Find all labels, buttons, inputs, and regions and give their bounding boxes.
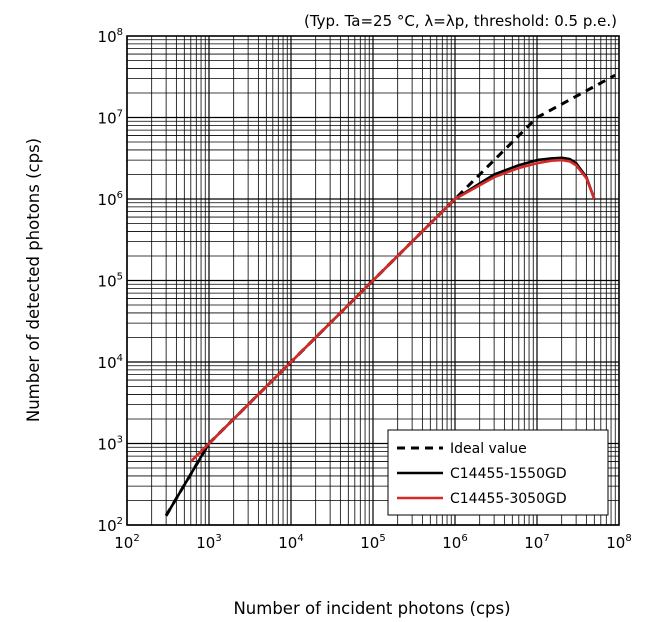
legend-label: C14455-3050GD bbox=[450, 491, 567, 507]
tick-labels: 102 103 104 105 106 107 1081021031041051061071… bbox=[98, 27, 632, 552]
y-tick-label: 104 bbox=[98, 353, 123, 372]
y-tick-label: 102 bbox=[98, 516, 123, 535]
x-tick-label: 102 bbox=[114, 533, 139, 552]
x-tick-label: 108 bbox=[606, 533, 631, 552]
tick-exponent: 7 bbox=[543, 533, 549, 544]
x-tick-label: 106 bbox=[442, 533, 467, 552]
x-tick-label: 103 bbox=[196, 533, 221, 552]
tick-base: 10 bbox=[196, 534, 215, 552]
legend-label: C14455-1550GD bbox=[450, 466, 567, 482]
y-tick-label: 105 bbox=[98, 272, 123, 291]
chart-note: (Typ. Ta=25 °C, λ=λp, threshold: 0.5 p.e… bbox=[304, 12, 617, 30]
tick-base: 10 bbox=[442, 534, 461, 552]
tick-exponent: 8 bbox=[625, 533, 631, 544]
y-tick-label: 107 bbox=[98, 109, 123, 128]
y-tick-label: 103 bbox=[98, 435, 123, 454]
x-axis-label: Number of incident photons (cps) bbox=[233, 599, 510, 618]
y-axis-label: Number of detected photons (cps) bbox=[24, 138, 43, 422]
tick-base: 10 bbox=[606, 534, 625, 552]
y-tick-label: 106 bbox=[98, 190, 123, 209]
tick-base: 10 bbox=[360, 534, 379, 552]
tick-base: 10 bbox=[98, 28, 117, 46]
tick-base: 10 bbox=[98, 191, 117, 209]
tick-exponent: 2 bbox=[133, 533, 139, 544]
tick-exponent: 2 bbox=[117, 516, 123, 527]
x-tick-label: 107 bbox=[524, 533, 549, 552]
x-tick-label: 105 bbox=[360, 533, 385, 552]
tick-base: 10 bbox=[114, 534, 133, 552]
tick-base: 10 bbox=[98, 273, 117, 291]
x-tick-label: 104 bbox=[278, 533, 303, 552]
tick-exponent: 3 bbox=[117, 435, 123, 446]
legend: Ideal value C14455-1550GD C14455-3050GD bbox=[387, 429, 609, 516]
y-tick-label: 108 bbox=[98, 27, 123, 46]
tick-base: 10 bbox=[98, 517, 117, 535]
plot-frame bbox=[126, 35, 620, 526]
tick-exponent: 5 bbox=[379, 533, 385, 544]
tick-exponent: 5 bbox=[117, 272, 123, 283]
tick-base: 10 bbox=[98, 436, 117, 454]
tick-base: 10 bbox=[524, 534, 543, 552]
series-group bbox=[164, 73, 616, 517]
tick-exponent: 6 bbox=[461, 533, 467, 544]
series-line bbox=[189, 158, 596, 463]
tick-exponent: 3 bbox=[215, 533, 221, 544]
tick-exponent: 6 bbox=[117, 190, 123, 201]
tick-base: 10 bbox=[98, 110, 117, 128]
tick-exponent: 7 bbox=[117, 109, 123, 120]
tick-exponent: 4 bbox=[297, 533, 303, 544]
tick-exponent: 8 bbox=[117, 27, 123, 38]
tick-exponent: 4 bbox=[117, 353, 123, 364]
legend-label: Ideal value bbox=[450, 441, 527, 457]
tick-base: 10 bbox=[278, 534, 297, 552]
tick-base: 10 bbox=[98, 354, 117, 372]
